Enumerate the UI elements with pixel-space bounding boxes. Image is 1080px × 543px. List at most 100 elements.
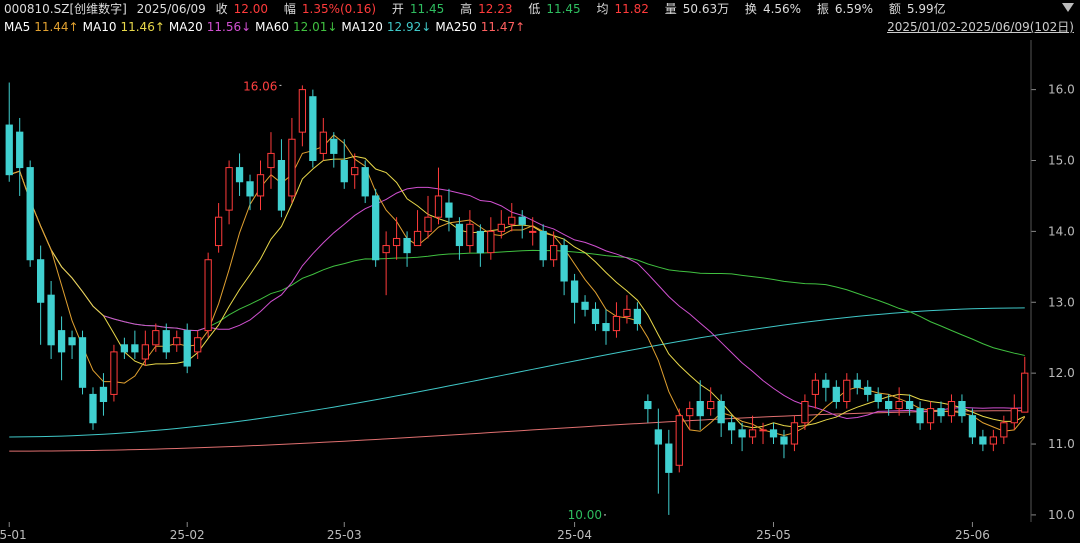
ma20-line bbox=[9, 170, 1025, 420]
candle-body bbox=[466, 223, 474, 247]
ma-value-ma10: 11.46↑ bbox=[120, 20, 165, 34]
avg-value: 11.82 bbox=[614, 2, 649, 16]
candle-body bbox=[214, 216, 223, 247]
vol-field: 量 50.63万 bbox=[665, 2, 735, 16]
open-label: 开 bbox=[391, 2, 404, 16]
candle-body bbox=[623, 308, 631, 317]
candle-body bbox=[120, 344, 129, 353]
candle-body bbox=[748, 429, 757, 438]
low-label: 低 bbox=[528, 2, 541, 16]
change-field: 幅 1.35%(0.16) bbox=[284, 2, 382, 16]
candle-body bbox=[832, 386, 840, 402]
candle-body bbox=[947, 401, 956, 417]
ma-label-ma5: MA5 bbox=[4, 20, 31, 34]
change-label: 幅 bbox=[283, 2, 296, 16]
candle-body bbox=[194, 337, 202, 353]
y-tick-label: 13.0 bbox=[1048, 295, 1075, 309]
candle-body bbox=[560, 245, 568, 282]
candle-body bbox=[780, 436, 788, 445]
candle-body bbox=[727, 422, 736, 431]
y-tick-label: 11.0 bbox=[1048, 437, 1075, 451]
candle-body bbox=[392, 237, 401, 247]
open-value: 11.45 bbox=[409, 2, 445, 16]
candle-body bbox=[372, 195, 380, 261]
low-field: 低 11.45 bbox=[528, 2, 586, 16]
stock-code[interactable]: 000810.SZ[创维数字] bbox=[4, 2, 127, 16]
candle-body bbox=[330, 138, 338, 154]
candle-body bbox=[256, 174, 265, 197]
candle-body bbox=[916, 408, 924, 424]
candle-body bbox=[539, 230, 547, 261]
vol-value: 50.63万 bbox=[682, 2, 730, 16]
ma120-line bbox=[9, 307, 1025, 438]
candle-body bbox=[581, 301, 589, 310]
candle-body bbox=[811, 379, 820, 395]
candle-body bbox=[246, 181, 254, 197]
ma-label-ma250: MA250 bbox=[435, 20, 477, 34]
ma10-line bbox=[9, 155, 1025, 429]
ma-legend: MA5 11.44↑ MA10 11.46↑ MA20 11.56↓ MA60 12.01↓ M… bbox=[4, 18, 529, 36]
candle-body bbox=[235, 167, 244, 183]
high-label: 高 bbox=[460, 2, 473, 16]
ma-label-ma10: MA10 bbox=[82, 20, 117, 34]
close-label: 收 bbox=[215, 2, 228, 16]
candle-body bbox=[508, 216, 516, 225]
vol-label: 量 bbox=[664, 2, 677, 16]
ma250-line bbox=[9, 410, 1025, 452]
change-value: 1.35%(0.16) bbox=[301, 2, 377, 16]
quote-header: 000810.SZ[创维数字] 2025/06/09 收 12.00 幅 1.35%… bbox=[4, 0, 958, 18]
x-tick-label: 25-01 bbox=[0, 528, 27, 542]
x-tick-label: 25-05 bbox=[756, 528, 791, 542]
candle-body bbox=[361, 167, 369, 197]
candle-body bbox=[445, 202, 453, 218]
ma-label-ma60: MA60 bbox=[255, 20, 289, 34]
candle-body bbox=[843, 379, 851, 402]
candle-body bbox=[487, 230, 495, 254]
y-tick-label: 14.0 bbox=[1048, 224, 1075, 238]
candle-body bbox=[413, 230, 422, 247]
candle-body bbox=[801, 401, 809, 424]
candle-body bbox=[853, 379, 861, 388]
candle-body bbox=[905, 401, 914, 410]
candle-body bbox=[89, 393, 97, 424]
candle-body bbox=[26, 167, 34, 261]
candle-body bbox=[696, 401, 704, 417]
ma60-line bbox=[9, 170, 1025, 356]
candle-body bbox=[434, 195, 443, 218]
turn-label: 换 bbox=[744, 2, 757, 16]
candle-body bbox=[152, 330, 160, 346]
candle-body bbox=[550, 245, 558, 261]
candle-body bbox=[665, 443, 673, 473]
candle-body bbox=[822, 379, 830, 388]
y-tick-label: 15.0 bbox=[1048, 154, 1075, 168]
close-field: 收 12.00 bbox=[216, 2, 274, 16]
amt-field: 额 5.99亿 bbox=[889, 2, 952, 16]
candle-body bbox=[340, 160, 348, 183]
candle-body bbox=[644, 401, 652, 410]
candle-body bbox=[110, 351, 118, 395]
x-tick-label: 25-04 bbox=[557, 528, 592, 542]
candle-body bbox=[319, 131, 327, 154]
candle-body bbox=[16, 131, 24, 169]
candle-body bbox=[968, 415, 977, 438]
ma-value-ma250: 11.47↑ bbox=[480, 20, 526, 34]
candle-body bbox=[351, 167, 359, 176]
avg-field: 均 11.82 bbox=[597, 2, 655, 16]
amt-label: 额 bbox=[888, 2, 901, 16]
candle-body bbox=[162, 330, 170, 353]
ma-value-ma5: 11.44↑ bbox=[34, 20, 79, 34]
open-field: 开 11.45 bbox=[392, 2, 450, 16]
candle-body bbox=[989, 436, 997, 445]
candle-body bbox=[497, 223, 505, 232]
candle-body bbox=[612, 315, 621, 332]
date-range[interactable]: 2025/01/02-2025/06/09(102日) bbox=[887, 20, 1074, 34]
dropdown-triangle-icon[interactable] bbox=[1062, 3, 1074, 12]
candle-body bbox=[874, 393, 882, 403]
close-value: 12.00 bbox=[233, 2, 269, 16]
y-tick-label: 12.0 bbox=[1048, 366, 1075, 380]
candle-body bbox=[403, 237, 411, 254]
ma-value-ma120: 12.92↓ bbox=[386, 20, 432, 34]
extreme-label: 10.00 bbox=[568, 508, 602, 522]
candle-body bbox=[958, 401, 966, 417]
